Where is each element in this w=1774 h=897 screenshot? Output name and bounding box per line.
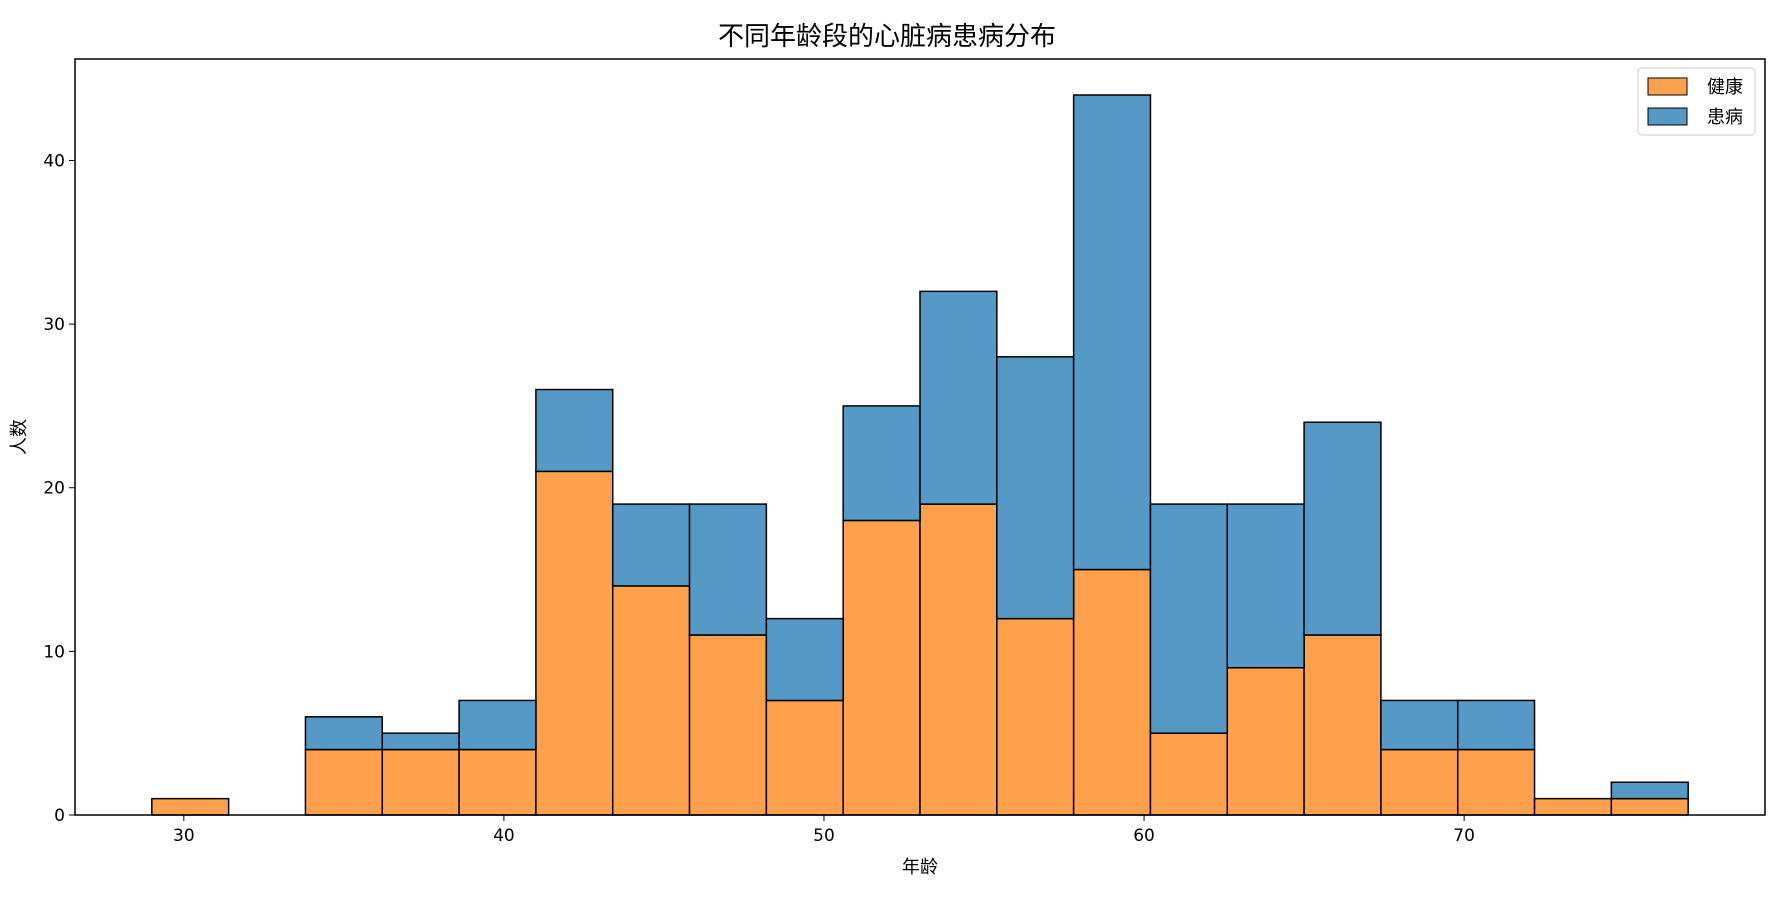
bar-diseased-5 [535, 388, 614, 473]
bar-diseased-7 [688, 503, 768, 636]
y-axis-label: 人数 [9, 419, 30, 455]
legend-label-healthy: 健康 [1707, 77, 1743, 98]
bar-diseased-3 [381, 732, 460, 751]
x-tick-label-60: 60 [1133, 826, 1155, 846]
legend: 健康 患病 [1637, 67, 1756, 136]
bar-healthy-3 [381, 748, 460, 816]
bar-healthy-6 [611, 585, 691, 816]
bar-diseased-17 [1456, 699, 1536, 751]
bar-diseased-15 [1303, 421, 1382, 636]
bar-diseased-16 [1380, 699, 1459, 751]
bar-healthy-15 [1303, 634, 1382, 816]
bar-healthy-16 [1380, 748, 1459, 816]
x-tick-label-70: 70 [1453, 826, 1475, 846]
y-axis-ticks: 0 10 20 30 40 [43, 151, 75, 826]
bar-diseased-10 [919, 290, 998, 505]
bar-healthy-19 [1610, 797, 1689, 816]
bar-diseased-11 [996, 356, 1075, 620]
bar-diseased-9 [842, 405, 921, 522]
y-tick-label-30: 30 [43, 315, 65, 335]
bar-diseased-8 [765, 617, 844, 702]
x-tick-label-50: 50 [813, 826, 835, 846]
bar-healthy-9 [842, 519, 921, 816]
x-axis-label: 年龄 [902, 857, 938, 878]
y-tick-label-0: 0 [54, 806, 65, 826]
bar-healthy-17 [1456, 748, 1536, 816]
plot-frame [74, 58, 1766, 816]
bar-diseased-13 [1149, 503, 1229, 734]
bar-healthy-11 [996, 617, 1075, 816]
x-tick-label-30: 30 [173, 826, 195, 846]
bar-healthy-14 [1226, 666, 1305, 816]
bar-healthy-7 [688, 634, 768, 816]
bar-healthy-13 [1149, 732, 1229, 816]
bar-healthy-4 [458, 748, 537, 816]
y-tick-label-20: 20 [43, 479, 65, 499]
bar-healthy-8 [765, 699, 844, 816]
bar-diseased-12 [1072, 94, 1152, 571]
legend-label-diseased: 患病 [1707, 107, 1743, 128]
bar-healthy-12 [1072, 568, 1152, 816]
bar-diseased-14 [1226, 503, 1305, 669]
x-axis-ticks: 30 40 50 60 70 [173, 815, 1475, 846]
bar-diseased-2 [304, 716, 384, 751]
bar-healthy-5 [535, 470, 614, 816]
legend-swatch-diseased [1647, 107, 1688, 126]
bar-healthy-10 [919, 503, 998, 816]
y-tick-label-40: 40 [43, 151, 65, 171]
bar-diseased-4 [458, 699, 537, 751]
bars-group [151, 94, 1689, 816]
bar-healthy-0 [151, 797, 230, 816]
y-tick-label-10: 10 [43, 642, 65, 662]
bar-diseased-19 [1610, 781, 1689, 800]
bar-diseased-6 [611, 503, 691, 587]
bar-healthy-2 [304, 748, 384, 816]
x-tick-label-40: 40 [493, 826, 515, 846]
chart-title: 不同年龄段的心脏病患病分布 [718, 22, 1056, 52]
legend-swatch-healthy [1647, 77, 1688, 96]
bar-healthy-18 [1533, 797, 1613, 816]
